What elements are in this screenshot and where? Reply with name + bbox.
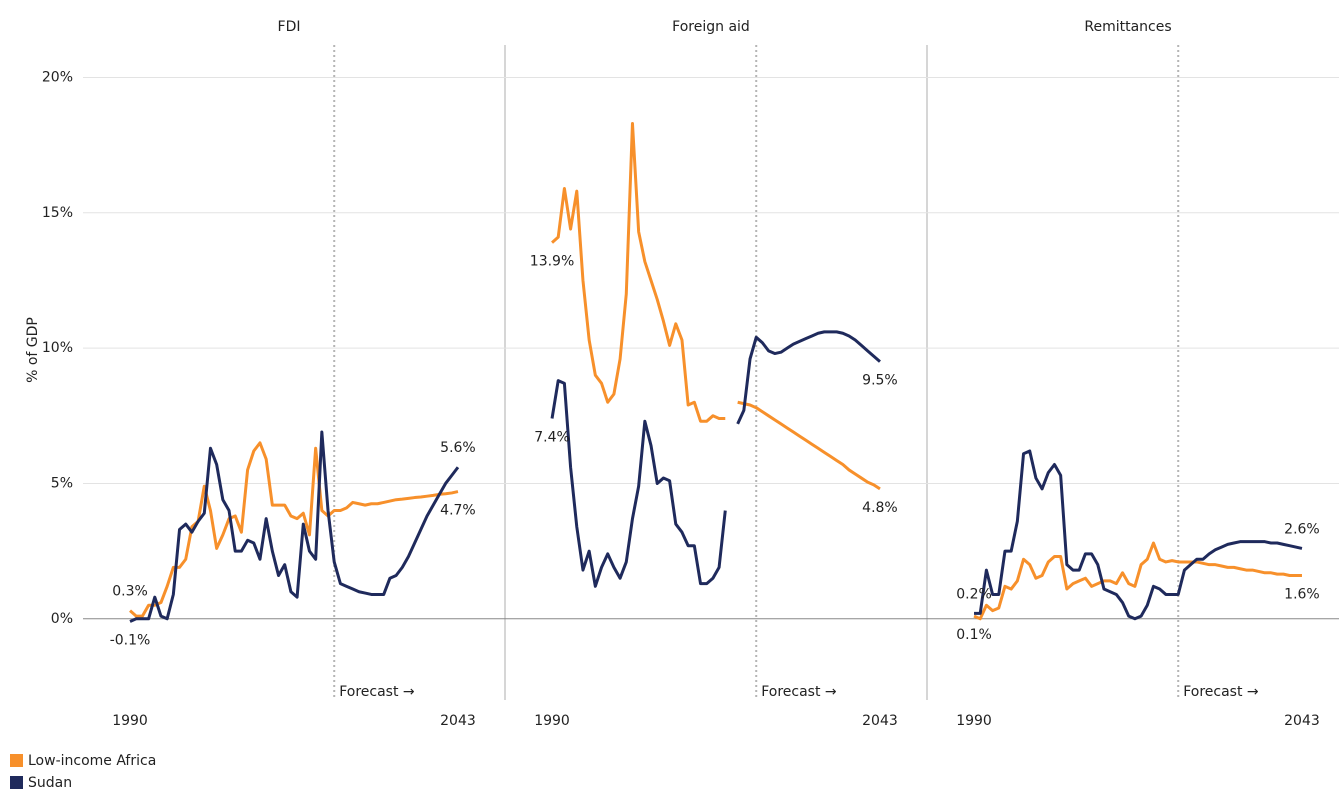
legend-label: Sudan <box>28 775 72 791</box>
legend-swatch <box>10 776 23 789</box>
y-tick-label: 15% <box>42 205 73 221</box>
value-label: 13.9% <box>530 254 574 270</box>
x-tick-label: 1990 <box>956 713 992 729</box>
y-tick-label: 0% <box>51 611 73 627</box>
y-tick-label: 10% <box>42 340 73 356</box>
value-label: 2.6% <box>1284 521 1320 537</box>
y-axis-label: % of GDP <box>25 317 41 383</box>
value-label: 9.5% <box>862 373 898 389</box>
forecast-annotation: Forecast → <box>339 684 415 700</box>
x-tick-label: 1990 <box>112 713 148 729</box>
line-series <box>550 330 881 588</box>
line-series <box>129 441 459 618</box>
value-label: 0.2% <box>956 586 992 602</box>
forecast-annotation: Forecast → <box>761 684 837 700</box>
legend-swatch <box>10 754 23 767</box>
x-tick-label: 2043 <box>440 713 476 729</box>
line-series <box>551 121 881 491</box>
value-label: -0.1% <box>110 633 151 649</box>
panel-title: FDI <box>278 19 301 35</box>
line-series <box>129 430 460 623</box>
value-label: 0.1% <box>956 627 992 643</box>
x-tick-label: 1990 <box>534 713 570 729</box>
x-tick-label: 2043 <box>1284 713 1320 729</box>
forecast-annotation: Forecast → <box>1183 684 1259 700</box>
x-tick-label: 2043 <box>862 713 898 729</box>
value-label: 4.7% <box>440 503 476 519</box>
line-series <box>973 541 1302 621</box>
value-label: 5.6% <box>440 440 476 456</box>
y-tick-label: 20% <box>42 69 73 85</box>
value-label: 7.4% <box>534 430 570 446</box>
value-label: 1.6% <box>1284 586 1320 602</box>
value-label: 0.3% <box>112 584 148 600</box>
panel-title: Foreign aid <box>672 19 750 35</box>
panel-title: Remittances <box>1084 19 1171 35</box>
line-series <box>974 449 1303 621</box>
legend-label: Low-income Africa <box>28 753 156 769</box>
y-tick-label: 5% <box>51 475 73 491</box>
value-label: 4.8% <box>862 500 898 516</box>
